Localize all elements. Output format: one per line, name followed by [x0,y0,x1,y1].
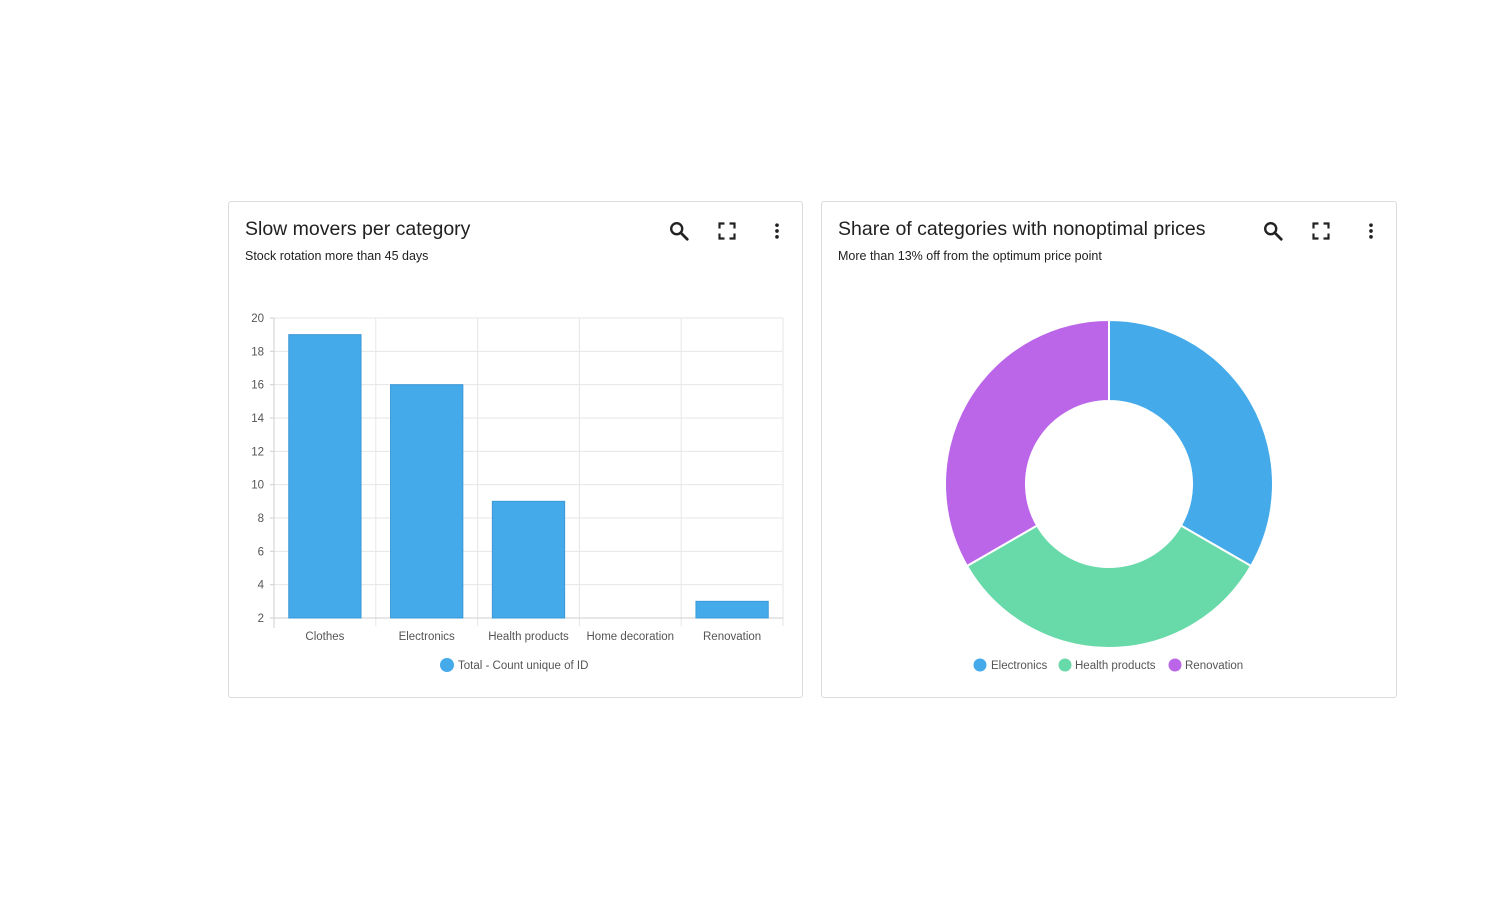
y-tick-label: 8 [258,513,264,525]
search-button[interactable] [1260,218,1286,244]
more-options-button[interactable] [764,218,790,244]
x-tick-label: Electronics [399,631,455,643]
card-subtitle: More than 13% off from the optimum price… [838,249,1102,263]
bar [695,600,769,619]
x-tick-label: Clothes [305,631,344,643]
more-vert-icon [1369,223,1373,239]
slow-movers-card: Slow movers per category Stock rotation … [228,201,803,698]
donut-slice [965,524,1253,649]
donut-slice [1108,318,1274,568]
search-icon [1264,222,1283,241]
x-tick-label: Health products [488,631,569,643]
search-icon [670,222,689,241]
legend-label: Electronics [991,660,1047,672]
legend-swatch [1168,658,1182,672]
legend-swatch [440,658,454,672]
fullscreen-icon [718,222,736,240]
card-subtitle: Stock rotation more than 45 days [245,249,429,263]
y-tick-label: 12 [251,446,264,458]
card-title: Slow movers per category [245,218,471,240]
legend-label: Total - Count unique of ID [458,660,588,672]
donut-chart: Electronics Health products Renovation [944,318,1274,672]
fullscreen-button[interactable] [1308,218,1334,244]
more-options-button[interactable] [1358,218,1384,244]
y-tick-label: 4 [258,580,265,592]
y-tick-label: 20 [251,313,264,325]
legend-swatch [973,658,987,672]
bar [288,334,362,619]
x-tick-label: Renovation [703,631,761,643]
donut-slice [944,318,1110,568]
fullscreen-icon [1312,222,1330,240]
bar-chart: 2 4 6 8 10 12 14 16 18 20 Clothes Electronics Health… [251,313,784,672]
legend-label: Health products [1075,660,1156,672]
y-tick-label: 6 [258,546,264,558]
card-title: Share of categories with nonoptimal pric… [838,218,1206,240]
legend-label: Renovation [1185,660,1243,672]
nonoptimal-prices-card: Share of categories with nonoptimal pric… [821,201,1397,698]
y-tick-label: 18 [251,346,264,358]
bar [390,384,464,619]
y-tick-label: 16 [251,380,264,392]
y-tick-label: 14 [251,413,264,425]
more-vert-icon [775,223,779,239]
legend-swatch [1058,658,1072,672]
fullscreen-button[interactable] [714,218,740,244]
search-button[interactable] [666,218,692,244]
x-tick-label: Home decoration [587,631,675,643]
bar [491,500,566,619]
y-tick-label: 10 [251,480,264,492]
y-tick-label: 2 [258,613,264,625]
